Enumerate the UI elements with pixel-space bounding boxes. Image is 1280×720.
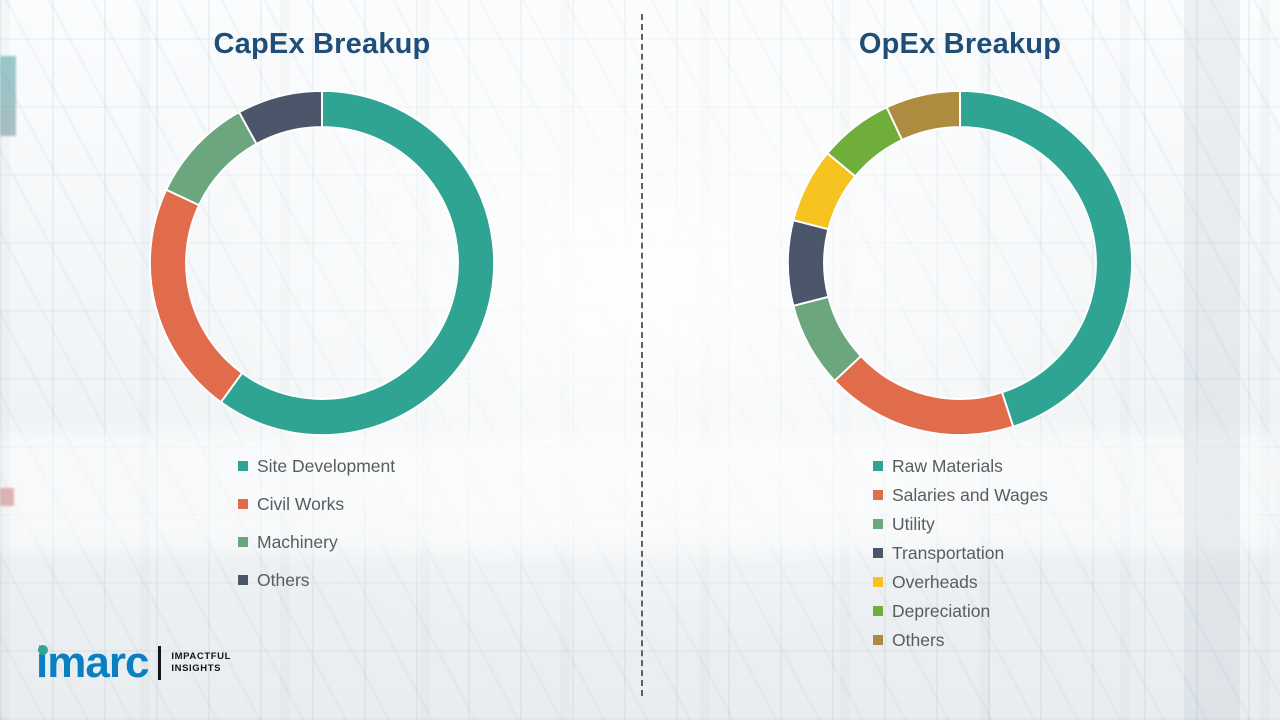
legend-item: Others <box>873 629 1160 651</box>
legend-item: Machinery <box>238 531 522 553</box>
legend-bullet-icon <box>238 499 248 509</box>
opex-chart-title: OpEx Breakup <box>858 28 1062 60</box>
legend-item: Others <box>238 569 522 591</box>
background-light-band <box>0 432 1280 552</box>
legend-label: Raw Materials <box>892 455 1003 476</box>
legend-label: Machinery <box>257 531 338 552</box>
imarc-logo: imarc IMPACTFUL INSIGHTS <box>36 641 231 685</box>
legend-item: Depreciation <box>873 600 1160 622</box>
legend-bullet-icon <box>238 537 248 547</box>
legend-label: Others <box>892 629 945 650</box>
legend-bullet-icon <box>873 577 883 587</box>
donut-segment-site-development <box>219 89 496 437</box>
imarc-tagline-line2: INSIGHTS <box>171 663 222 674</box>
legend-bullet-icon <box>873 490 883 500</box>
opex-donut-chart <box>786 89 1134 437</box>
capex-chart-panel: CapEx Breakup Site Development Civil Work… <box>122 0 522 607</box>
legend-label: Utility <box>892 513 935 534</box>
background-pillar <box>1184 0 1240 720</box>
capex-donut-chart <box>148 89 496 437</box>
background-machinery-fragment <box>0 56 16 136</box>
imarc-wordmark: imarc <box>36 638 149 687</box>
legend-bullet-icon <box>873 519 883 529</box>
donut-segment-civil-works <box>148 188 244 404</box>
legend-label: Civil Works <box>257 493 345 514</box>
imarc-logo-dot-icon <box>38 645 48 655</box>
legend-bullet-icon <box>873 548 883 558</box>
donut-segment-others <box>238 89 323 145</box>
legend-label: Site Development <box>257 455 396 476</box>
imarc-wordmark-wrap: imarc <box>36 638 149 687</box>
imarc-tagline-line1: IMPACTFUL <box>171 651 231 662</box>
legend-item: Civil Works <box>238 493 522 515</box>
legend-bullet-icon <box>873 461 883 471</box>
opex-legend: Raw Materials Salaries and Wages Utility Tr… <box>873 455 1160 651</box>
opex-chart-panel: OpEx Breakup Raw Materials Salaries and W… <box>760 0 1160 658</box>
legend-bullet-icon <box>238 575 248 585</box>
imarc-logo-divider <box>158 646 162 680</box>
capex-legend: Site Development Civil Works Machinery Othe… <box>238 455 522 591</box>
dashed-divider <box>641 14 643 696</box>
legend-item: Raw Materials <box>873 455 1160 477</box>
legend-bullet-icon <box>238 461 248 471</box>
legend-label: Salaries and Wages <box>892 484 1048 505</box>
legend-label: Transportation <box>892 542 1005 563</box>
donut-segment-transportation <box>786 219 830 307</box>
imarc-tagline: IMPACTFUL INSIGHTS <box>171 651 231 675</box>
legend-item: Utility <box>873 513 1160 535</box>
background-red-fragment <box>0 488 14 506</box>
donut-segment-others <box>885 89 961 142</box>
donut-segment-raw-materials <box>959 89 1134 428</box>
donut-segment-machinery <box>165 111 258 207</box>
legend-bullet-icon <box>873 635 883 645</box>
legend-label: Others <box>257 569 310 590</box>
legend-item: Site Development <box>238 455 522 477</box>
legend-bullet-icon <box>873 606 883 616</box>
legend-item: Transportation <box>873 542 1160 564</box>
legend-item: Overheads <box>873 571 1160 593</box>
legend-item: Salaries and Wages <box>873 484 1160 506</box>
legend-label: Depreciation <box>892 600 991 621</box>
capex-chart-title: CapEx Breakup <box>213 28 431 60</box>
donut-segment-salaries-and-wages <box>833 355 1015 437</box>
legend-label: Overheads <box>892 571 978 592</box>
